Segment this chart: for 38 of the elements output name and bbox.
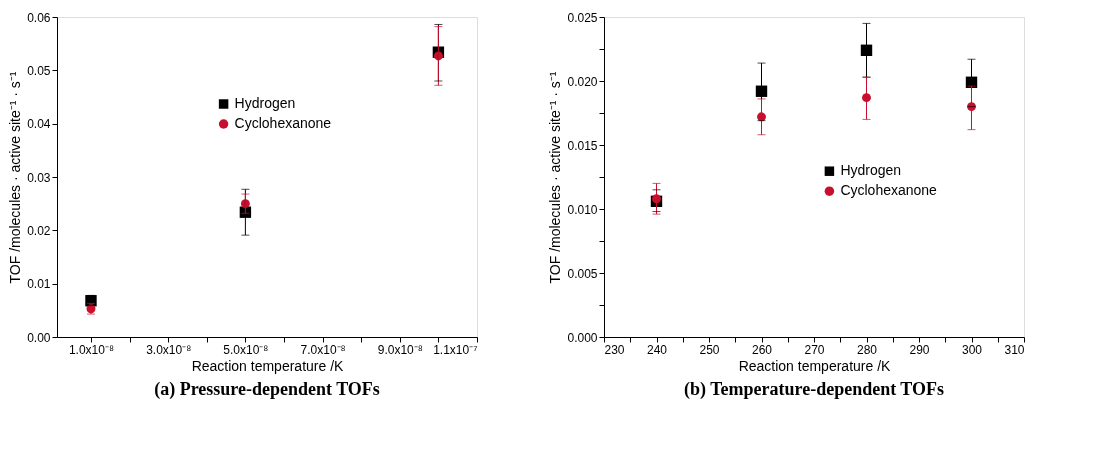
legend-label: Hydrogen [234,95,296,111]
x-tick-label: 280 [856,342,878,357]
x-tick-label: 300 [961,342,983,357]
y-tick-label: 0.02 [27,223,51,238]
legend-label: Hydrogen [840,162,902,179]
x-tick-label: 290 [909,342,930,357]
y-axis-title: TOF /molecules · active site⁻¹ · s⁻¹ [547,71,564,284]
y-tick-label: 0.005 [567,266,598,281]
x-tick-label: 240 [646,342,668,357]
y-tick-label: 0.03 [27,170,51,185]
text: (b) Temperature-dependent TOFs [683,379,945,400]
y-axis-title: TOF /molecules · active site⁻¹ · s⁻¹ [7,71,24,284]
x-tick-label: 3.0x10⁻⁸ [146,342,192,357]
y-tick-label: 0.04 [27,117,51,132]
text: (a) Pressure-dependent TOFs [154,379,380,400]
y-tick-label: 0.06 [27,10,51,25]
y-tick-label: 0.00 [27,330,51,345]
y-tick-label: 0.05 [27,63,51,78]
x-tick-label: 270 [804,342,825,357]
y-tick-label: 0.020 [567,74,598,89]
x-tick-label: 310 [1004,342,1025,357]
x-axis-title: Reaction temperature /K [191,357,345,374]
y-tick-label: 0.025 [567,10,598,25]
x-tick-label: 7.0x10⁻⁸ [300,342,346,357]
y-tick-label: 0.010 [567,202,598,217]
x-tick-label: 230 [604,342,625,357]
x-tick-label: 250 [699,342,720,357]
x-tick-label: 9.0x10⁻⁸ [377,342,423,357]
x-tick-label: 260 [751,342,773,357]
y-tick-label: 0.015 [567,138,598,153]
y-tick-label: 0.01 [27,277,51,292]
x-axis-title: Reaction temperature /K [738,357,892,374]
legend-label: Cyclohexanone [234,115,332,131]
x-tick-label: 5.0x10⁻⁸ [223,342,269,357]
x-tick-label: 1.0x10⁻⁸ [68,342,115,357]
x-tick-label: 1.1x10⁻⁷ [433,342,478,357]
y-tick-label: 0.000 [567,330,598,345]
legend-label: Cyclohexanone [840,182,938,199]
